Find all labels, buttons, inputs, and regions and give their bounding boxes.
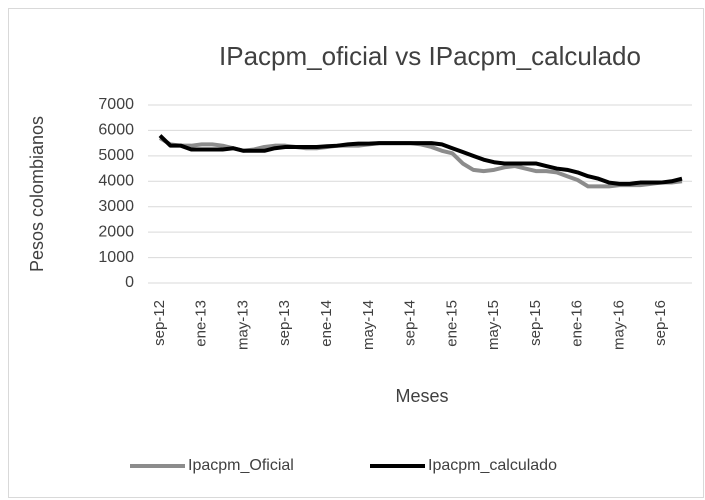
x-tick-label: ene-13: [193, 300, 210, 347]
chart-frame: [8, 8, 704, 498]
legend-label: Ipacpm_Oficial: [188, 457, 294, 474]
y-tick-label: 5000: [98, 147, 134, 164]
x-tick-label: ene-16: [569, 300, 586, 347]
y-tick-label: 2000: [98, 223, 134, 240]
x-axis-label: Meses: [395, 386, 448, 406]
y-axis-label: Pesos colombianos: [27, 116, 47, 272]
y-tick-label: 0: [125, 274, 134, 291]
y-tick-label: 3000: [98, 198, 134, 215]
y-tick-label: 4000: [98, 173, 134, 190]
x-tick-label: sep-16: [652, 300, 669, 346]
x-tick-label: may-15: [485, 300, 502, 350]
x-tick-label: may-14: [360, 300, 377, 350]
x-tick-label: may-16: [610, 300, 627, 350]
x-tick-label: may-13: [234, 300, 251, 350]
x-tick-label: sep-15: [527, 300, 544, 346]
x-tick-label: sep-13: [276, 300, 293, 346]
x-tick-label: ene-15: [443, 300, 460, 347]
legend-label: Ipacpm_calculado: [428, 457, 557, 474]
chart-title: IPacpm_oficial vs IPacpm_calculado: [219, 41, 641, 71]
x-tick-label: sep-12: [151, 300, 168, 346]
y-tick-label: 7000: [98, 96, 134, 113]
y-tick-label: 1000: [98, 249, 134, 266]
y-tick-label: 6000: [98, 122, 134, 139]
x-tick-label: sep-14: [402, 300, 419, 346]
x-tick-label: ene-14: [318, 300, 335, 347]
series-line: [158, 134, 683, 186]
